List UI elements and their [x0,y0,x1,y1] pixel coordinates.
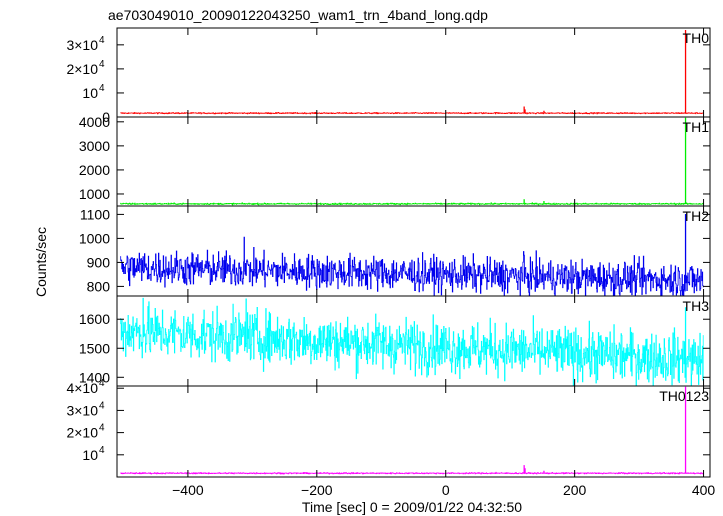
y-tick-label: 1500 [79,340,110,356]
y-tick-label: 10 [82,447,98,463]
y-tick-label: 1400 [79,369,110,385]
series-th1 [120,117,704,206]
panel-label-th1: TH1 [683,119,710,135]
panel-th3: 1400 1500 1600 TH3 [79,295,711,387]
y-tick-label: 1000 [79,230,110,246]
y-tick-label: 10 [82,85,98,101]
x-tick-label: −400 [172,482,204,498]
y-tick-exponent: 4 [99,35,105,46]
y-tick-label: 1000 [79,186,110,202]
y-tick-exponent: 4 [99,378,105,389]
y-tick-exponent: 4 [99,400,105,411]
panel-th1: 1000 2000 3000 4000 TH1 [79,114,711,207]
x-axis: −400 −200 0 200 400 [172,482,715,498]
panel-label-th2: TH2 [683,208,710,224]
y-tick-exponent: 4 [99,83,105,94]
series-th2 [120,214,704,296]
y-tick-label: 3×10 [66,37,98,53]
panel-frame [116,116,711,207]
y-tick-label: 1100 [80,206,110,222]
y-tick-label: 4000 [79,114,110,130]
y-tick-label: 2000 [79,162,110,178]
y-tick-label: 900 [87,254,111,270]
panel-label-th3: TH3 [683,298,710,314]
x-axis-label: Time [sec] 0 = 2009/01/22 04:32:50 [302,499,522,515]
y-tick-label: 3000 [79,138,110,154]
panel-label-th0123: TH0123 [659,388,709,404]
y-tick-label: 3×10 [66,402,98,418]
x-tick-label: 400 [692,482,716,498]
y-tick-label: 4×10 [66,380,98,396]
panel-th2: 800 900 1000 1100 TH2 [79,205,711,297]
y-axis-label: Counts/sec [33,227,49,297]
y-tick-label: 800 [87,278,111,294]
series-th0 [120,30,704,115]
x-tick-label: 200 [563,482,587,498]
y-tick-label: 1600 [79,311,110,327]
y-tick-label: 0 [102,109,110,125]
y-tick-exponent: 4 [99,59,105,70]
y-tick-exponent: 4 [99,445,105,456]
x-tick-label: 0 [442,482,450,498]
y-tick-label: 2×10 [66,61,98,77]
y-tick-exponent: 4 [99,423,105,434]
panel-frame [116,27,711,118]
series-th3 [120,297,704,386]
y-tick-label: 2×10 [66,425,98,441]
x-tick-label: −200 [301,482,333,498]
chart-title: ae703049010_20090122043250_wam1_trn_4ban… [108,7,488,23]
panel-th0: 010 42×10 43×10 4 TH0 [66,27,711,125]
panel-label-th0: TH0 [683,30,710,46]
series-th0123 [120,386,704,475]
panel-frame [116,385,711,478]
